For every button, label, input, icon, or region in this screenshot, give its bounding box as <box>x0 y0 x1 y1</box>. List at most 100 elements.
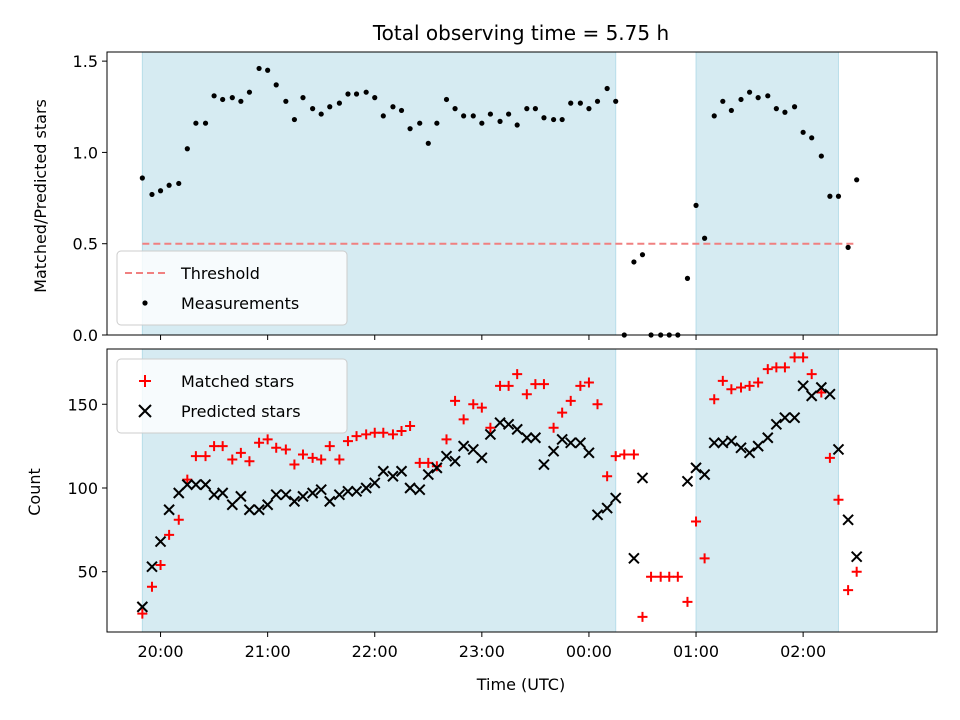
measurement-point <box>291 116 298 123</box>
measurement-point <box>470 113 476 119</box>
matched-star-point <box>271 442 282 453</box>
predicted-star-point <box>842 514 854 526</box>
predicted-star-point <box>484 428 497 441</box>
measurement-point <box>559 116 565 123</box>
matched-star-point <box>798 352 809 363</box>
measurement-point <box>149 191 155 198</box>
measurement-point <box>791 104 798 110</box>
measurement-point <box>417 120 423 126</box>
matched-star-point <box>610 451 621 462</box>
matched-star-point <box>137 608 148 619</box>
predicted-star-point <box>698 468 711 481</box>
matched-star-point <box>190 451 201 462</box>
measurement-point <box>193 120 199 126</box>
x-tick-label: 23:00 <box>459 642 505 661</box>
measurement-point <box>246 89 253 95</box>
chart-title: Total observing time = 5.75 h <box>372 21 669 45</box>
predicted-star-point <box>146 560 158 573</box>
measurement-point <box>631 259 637 265</box>
measurement-point <box>684 275 691 281</box>
matched-star-point <box>458 414 469 425</box>
predicted-star-point <box>288 495 301 508</box>
predicted-star-point <box>797 380 809 392</box>
matched-star-point <box>405 421 416 432</box>
top-axes-frame <box>106 51 938 336</box>
predicted-star-point <box>270 488 282 501</box>
measurement-point <box>310 106 316 112</box>
measurement-point <box>541 115 547 121</box>
measurement-point <box>407 126 413 132</box>
predicted-star-point <box>601 502 613 514</box>
top-y-tick-label: 1.5 <box>73 52 98 71</box>
measurement-point <box>443 96 450 103</box>
predicted-star-point <box>725 435 738 447</box>
predicted-star-point <box>521 432 533 444</box>
measurement-point <box>425 140 431 146</box>
matched-star-point <box>503 380 514 391</box>
predicted-star-point <box>538 458 550 471</box>
matched-star-point <box>851 566 862 577</box>
measurement-point <box>353 91 360 97</box>
matched-star-point <box>262 434 273 445</box>
measurement-point <box>273 82 279 88</box>
matched-star-point <box>548 422 559 433</box>
matched-star-point <box>530 379 541 390</box>
measurement-point <box>380 113 386 119</box>
top-legend: Threshold Measurements <box>116 250 348 326</box>
measurement-point <box>827 193 833 199</box>
matched-star-point <box>538 379 549 390</box>
predicted-star-point <box>502 418 515 431</box>
predicted-star-point <box>235 490 247 503</box>
top-shaded-interval-1 <box>695 51 839 336</box>
bottom-shaded-interval-1 <box>695 348 839 633</box>
predicted-star-point <box>440 450 453 462</box>
matched-star-point <box>468 399 479 410</box>
matched-star-point <box>646 571 657 582</box>
measurement-point <box>524 106 530 112</box>
predicted-star-point <box>824 388 836 400</box>
matched-star-point <box>361 429 372 440</box>
measurement-point <box>613 98 619 104</box>
predicted-star-point <box>636 472 649 484</box>
predicted-star-point <box>422 468 434 481</box>
measurement-point <box>229 95 235 101</box>
matched-star-point <box>200 451 211 462</box>
predicted-star-point <box>583 447 595 459</box>
matched-star-point <box>209 441 220 452</box>
measurement-point <box>577 100 583 106</box>
predicted-star-point <box>431 462 443 474</box>
predicted-star-point <box>369 477 381 489</box>
measurement-point <box>176 180 182 187</box>
predicted-star-point <box>529 432 542 444</box>
matched-star-point <box>682 596 693 607</box>
predicted-star-point <box>467 443 479 456</box>
matched-star-point <box>396 426 407 437</box>
predicted-star-point <box>350 485 363 498</box>
top-legend-box <box>116 250 348 326</box>
predicted-star-point <box>342 485 354 498</box>
matched-star-point <box>521 389 532 400</box>
predicted-star-point <box>591 509 604 521</box>
legend-matched-swatch <box>139 375 151 387</box>
predicted-star-point <box>547 445 560 457</box>
predicted-star-point <box>333 488 346 501</box>
matched-star-point <box>182 474 193 485</box>
matched-star-point <box>583 377 594 388</box>
matched-star-point <box>316 454 327 465</box>
measurement-point <box>586 106 592 112</box>
measurement-point <box>854 177 860 183</box>
legend-label: Predicted stars <box>181 402 301 421</box>
measurement-point <box>702 235 708 241</box>
predicted-star-point <box>832 443 845 456</box>
matched-star-point <box>602 471 613 482</box>
measurement-point <box>211 93 217 99</box>
measurement-point <box>318 111 324 117</box>
measurement-point <box>336 100 342 106</box>
matched-star-point <box>173 514 184 525</box>
measurement-point <box>594 98 601 104</box>
predicted-star-point <box>377 465 390 477</box>
top-y-tick-label: 1.0 <box>73 143 98 162</box>
bottom-y-tick-label: 50 <box>78 563 98 582</box>
predicted-star-point <box>717 437 729 449</box>
